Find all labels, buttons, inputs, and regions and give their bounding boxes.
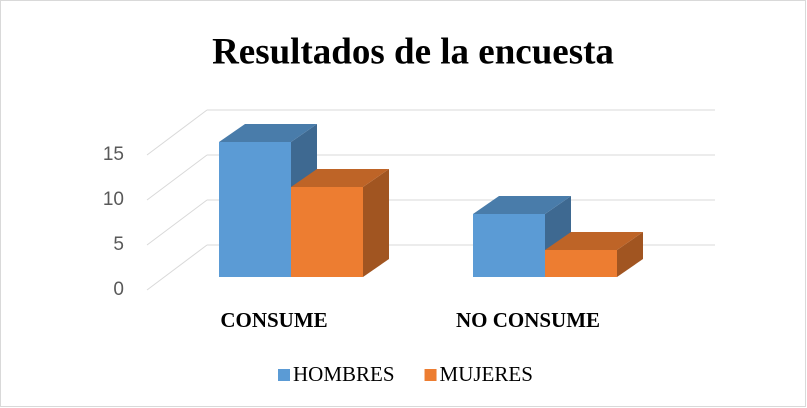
legend-swatch	[278, 369, 290, 381]
bar	[219, 142, 291, 277]
grid-line	[146, 154, 208, 201]
grid-line	[146, 109, 208, 156]
chart-title: Resultados de la encuesta	[212, 31, 614, 72]
legend-swatch	[424, 369, 437, 381]
legend-label: HOMBRES	[293, 362, 395, 386]
bar-side	[617, 232, 643, 277]
y-tick-label: 5	[113, 234, 124, 255]
bar	[545, 250, 617, 277]
grid-line	[146, 244, 208, 291]
y-tick-label: 10	[103, 189, 124, 210]
bar	[291, 187, 363, 277]
y-tick-label: 15	[103, 144, 124, 165]
legend-label: MUJERES	[440, 362, 533, 386]
x-tick-label: NO CONSUME	[456, 308, 600, 332]
bar-top	[291, 169, 389, 187]
bar-top	[219, 124, 317, 142]
bar-top	[473, 196, 571, 214]
y-tick-label: 0	[113, 279, 124, 300]
x-tick-label: CONSUME	[220, 308, 327, 332]
bar-top	[545, 232, 643, 250]
grid-line	[146, 199, 208, 246]
bar-side	[363, 169, 389, 277]
bar	[473, 214, 545, 277]
